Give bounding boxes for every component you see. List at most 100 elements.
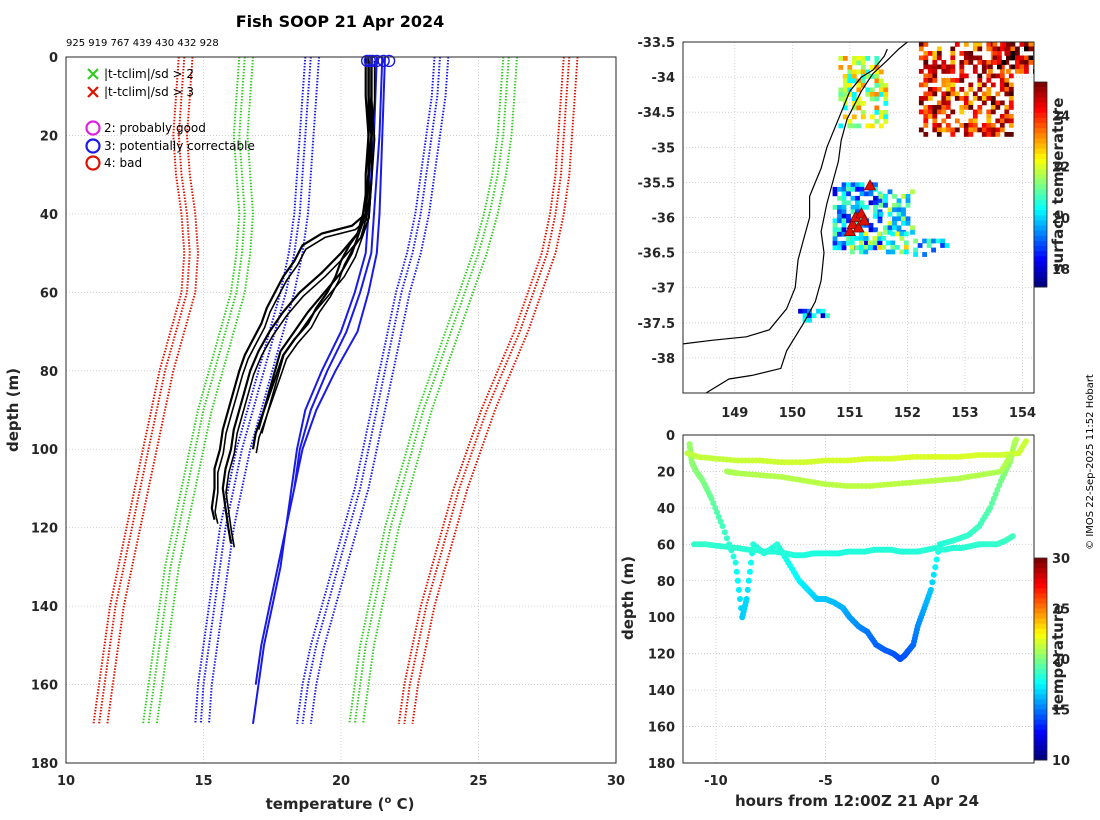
climatology-mean-line [293, 56, 386, 489]
sst-pixel [936, 105, 942, 110]
sst-pixel [896, 225, 902, 231]
sst-pixel [901, 220, 906, 226]
colorbar-segment [1034, 563, 1047, 569]
colorbar-segment [1034, 593, 1047, 599]
sst-pixel [901, 207, 906, 213]
sst-pixel [918, 42, 924, 47]
sst-pixel [832, 245, 838, 251]
sst-pixel [850, 209, 856, 215]
colorbar-segment [1034, 749, 1047, 756]
colorbar-segment [1034, 261, 1047, 267]
sst-pixel [963, 132, 969, 137]
colorbar-segment [1034, 664, 1047, 670]
sst-pixel [846, 186, 851, 192]
temperature-sample [930, 571, 937, 578]
temperature-sample [745, 577, 752, 584]
sst-pixel [986, 118, 992, 124]
sst-pixel [837, 231, 842, 237]
sst-pixel [932, 91, 938, 97]
legend-label: 3: potentially correctable [104, 139, 255, 153]
sst-pixel [950, 109, 956, 115]
sst-pixel [858, 249, 864, 255]
colorbar-segment [1034, 112, 1047, 119]
colorbar-segment [1034, 143, 1047, 150]
temperature-sample [1007, 453, 1014, 460]
sst-pixel [878, 123, 884, 129]
climatology-mean-line [252, 56, 378, 724]
colorbar-segment [1034, 578, 1047, 584]
map-colorbar-label: surface temperature [1049, 98, 1067, 273]
sst-pixel [883, 202, 888, 208]
sst-pixel [842, 87, 848, 93]
sst-pixel [959, 60, 965, 65]
sst-pixel [877, 209, 883, 215]
sst-pixel [838, 96, 844, 102]
sst-pixel [918, 100, 924, 106]
sst-pixel [883, 225, 888, 231]
sst-pixel [837, 240, 842, 246]
sst-pixel [869, 96, 875, 102]
sst-pixel [873, 245, 878, 251]
sst-pixel [927, 69, 933, 74]
colorbar-segment [1034, 138, 1047, 144]
sst-pixel [860, 60, 866, 66]
sst-pixel [945, 78, 951, 83]
sst-pixel [1004, 118, 1010, 124]
sst-pixel [860, 69, 866, 75]
colorbar-segment [1034, 684, 1047, 690]
colorbar-segment [1034, 117, 1047, 124]
sst-pixel [865, 123, 871, 129]
sst-pixel [936, 64, 942, 70]
sst-pixel [959, 78, 965, 83]
sst-pixel [837, 186, 842, 192]
colorbar-segment [1034, 164, 1047, 170]
sst-pixel [932, 55, 938, 61]
sst-pixel [923, 118, 929, 124]
sst-pixel [899, 249, 905, 255]
temperature-sample [715, 514, 722, 520]
colorbar-segment [1034, 230, 1047, 237]
sst-pixel [972, 64, 978, 70]
sst-pixel [972, 109, 978, 115]
sst-pixel [802, 313, 808, 319]
sst-pixel [832, 204, 838, 210]
sst-pixel [864, 240, 869, 246]
sst-pixel [986, 114, 992, 119]
colorbar-segment [1034, 271, 1047, 278]
sst-pixel [917, 243, 923, 248]
legend-circle-marker [85, 120, 101, 136]
climatology-line [309, 56, 450, 724]
sst-pixel [986, 96, 992, 101]
sst-pixel [995, 100, 1001, 106]
profile-xtick-label: 15 [194, 774, 212, 789]
sst-pixel [874, 105, 880, 111]
sst-pixel [841, 200, 847, 206]
sst-pixel [997, 51, 1002, 56]
sst-pixel [990, 96, 996, 101]
climatology-line [194, 56, 307, 724]
sst-pixel [941, 96, 947, 101]
sst-pixel [878, 78, 884, 84]
sst-pixel [1010, 64, 1016, 70]
temperature-sample [990, 495, 997, 502]
sst-pixel [851, 56, 857, 61]
colorbar-segment [1034, 628, 1047, 635]
sst-pixel [972, 69, 978, 74]
sst-pixel [847, 78, 853, 84]
sst-pixel [945, 64, 951, 70]
sst-pixel [981, 69, 987, 74]
sst-pixel [1024, 69, 1029, 74]
sst-pixel [1028, 42, 1034, 47]
sst-pixel [869, 114, 875, 120]
sst-pixel [1010, 46, 1016, 52]
map-xtick-label: 152 [894, 406, 921, 421]
temperature-sample [719, 523, 726, 530]
map-ticks: 149 150 151 152 153 154 -33.5 -34 -34.5 -35 -35.5 -… [638, 36, 1037, 421]
sst-pixel [999, 123, 1005, 128]
colorbar-segment [1034, 669, 1047, 675]
timeseries-ytick-label: 140 [648, 684, 675, 699]
sst-pixel [923, 96, 929, 101]
sst-pixel [872, 240, 878, 246]
colorbar-segment [1034, 618, 1047, 625]
sst-pixel [913, 252, 918, 257]
